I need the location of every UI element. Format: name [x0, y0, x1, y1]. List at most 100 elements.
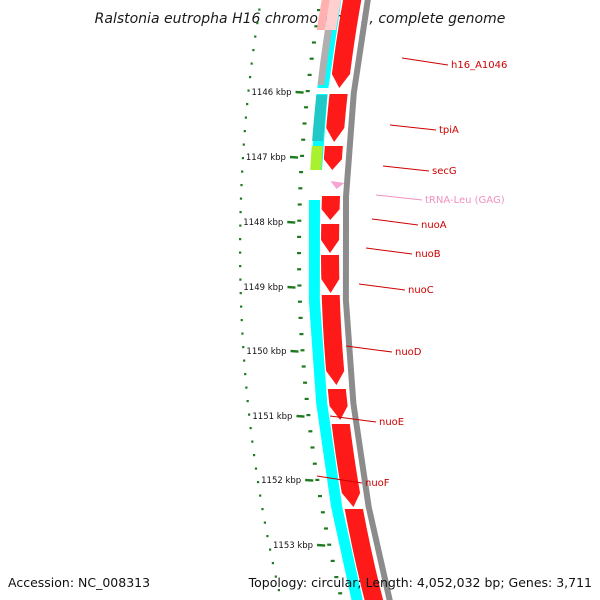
track-dot — [274, 575, 277, 578]
gene-nuoA — [321, 196, 341, 220]
track-dot — [243, 359, 246, 362]
track-dash — [304, 106, 309, 109]
gene-track — [307, 0, 384, 600]
track-dot — [247, 89, 250, 92]
tick-mark — [287, 285, 296, 289]
tick-mark — [316, 543, 326, 547]
gene-label-tRNA-Leu (GAG): tRNA-Leu (GAG) — [425, 195, 505, 206]
track-dash — [297, 268, 302, 271]
track-dash — [301, 365, 306, 368]
track-dot — [269, 548, 272, 551]
track-dash — [330, 559, 335, 562]
gene-label-nuoB: nuoB — [415, 249, 441, 260]
track-dot — [263, 521, 266, 524]
track-dash — [338, 592, 343, 595]
gene-continuation — [344, 509, 384, 600]
track-dot — [239, 265, 242, 268]
leader-line — [345, 345, 393, 353]
tick-label: 1146 kbp — [252, 88, 292, 98]
track-dash — [314, 25, 319, 28]
track-dash — [315, 478, 320, 481]
leader-line — [358, 283, 406, 291]
gene-label-secG: secG — [432, 166, 457, 177]
leader-line — [316, 475, 363, 484]
tick-mark — [290, 349, 299, 353]
track-dash — [297, 235, 302, 238]
track-dash — [297, 300, 302, 303]
gene-h16_A1046 — [331, 0, 362, 88]
track-dot — [239, 238, 242, 241]
track-dot — [246, 400, 249, 403]
leader-line — [382, 165, 430, 172]
track-dot — [258, 8, 261, 11]
track-dot — [242, 143, 245, 146]
track-dot — [243, 130, 246, 133]
tick-label: 1149 kbp — [243, 283, 283, 293]
track-dash — [297, 219, 302, 222]
track-dot — [271, 562, 274, 565]
track-dash — [334, 576, 339, 579]
blast-gap — [315, 88, 330, 94]
tick-mark — [287, 220, 296, 224]
track-dash — [305, 90, 310, 93]
track-dash — [298, 187, 303, 190]
topology-text: Topology: circular; Length: 4,052,032 bp… — [248, 575, 592, 590]
gene-label-nuoC: nuoC — [408, 285, 434, 296]
gene-label-nuoE: nuoE — [379, 417, 404, 428]
track-dot — [254, 35, 257, 38]
track-dash — [297, 252, 302, 255]
tick-label: 1147 kbp — [246, 153, 286, 163]
gene-label-h16_A1046: h16_A1046 — [451, 60, 507, 71]
blast-grey-edge — [317, 30, 332, 85]
gene-nuoE — [327, 389, 348, 420]
track-dot — [244, 116, 248, 119]
tick-mark — [295, 90, 304, 94]
track-dash — [298, 316, 303, 319]
track-dot — [277, 589, 280, 592]
gene-nuoB — [321, 224, 340, 253]
track-dot — [254, 467, 258, 470]
track-dot — [240, 319, 243, 322]
track-dash — [297, 284, 302, 287]
leader-line — [389, 124, 437, 131]
tick-mark — [296, 414, 305, 418]
track-dot — [245, 386, 248, 389]
trna-marker — [330, 181, 345, 189]
track-dot — [252, 454, 256, 457]
tick-label: 1153 kbp — [273, 541, 313, 551]
track-dot — [242, 346, 245, 349]
gene-label-nuoD: nuoD — [395, 347, 422, 358]
gene-label-nuoA: nuoA — [421, 220, 447, 231]
track-dash — [308, 430, 313, 433]
track-dot — [239, 197, 243, 200]
track-dash — [299, 333, 304, 336]
track-dot — [244, 373, 247, 376]
tick-label: 1151 kbp — [252, 412, 292, 422]
track-dot — [251, 440, 254, 443]
track-dot — [250, 62, 253, 65]
track-dot — [239, 278, 242, 281]
leader-line — [365, 247, 413, 255]
track-dash — [301, 138, 306, 141]
tick-mark — [305, 478, 314, 482]
track-dash — [297, 203, 302, 206]
tick-label: 1148 kbp — [243, 218, 283, 228]
leader-line — [329, 415, 377, 423]
gene-nuoF — [331, 424, 361, 507]
track-dash — [309, 57, 314, 60]
gene-label-tpiA: tpiA — [439, 125, 459, 136]
track-dot — [249, 427, 252, 430]
blast-low-region — [324, 0, 342, 30]
tick-mark — [289, 155, 299, 159]
track-dash — [320, 511, 325, 514]
track-dot — [241, 157, 245, 160]
track-dash — [310, 446, 315, 449]
track-dash — [304, 397, 309, 400]
tick-dot-track: 1146 kbp 1147 kbp 1148 kbp 1149 kbp 1150 kbp… — [239, 8, 343, 595]
track-dash — [300, 154, 305, 157]
track-dot — [239, 292, 242, 295]
track-dot — [259, 494, 262, 497]
track-dash — [306, 414, 311, 417]
track-dash — [312, 462, 317, 465]
